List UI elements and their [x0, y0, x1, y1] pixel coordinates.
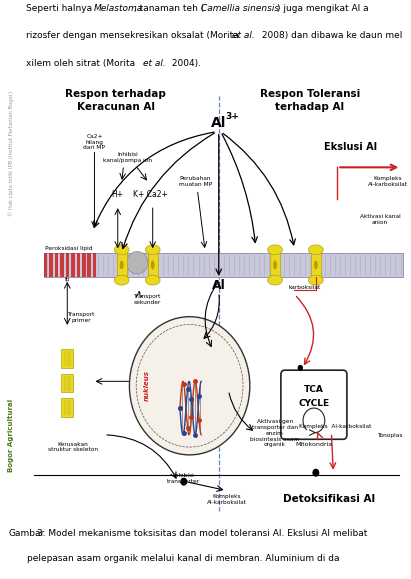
Text: ) juga mengikat Al a: ) juga mengikat Al a	[277, 4, 368, 13]
Bar	[44, 265, 47, 277]
Bar	[148, 250, 158, 280]
Text: rizosfer dengan mensekresikan oksalat (Morita: rizosfer dengan mensekresikan oksalat (M…	[26, 31, 242, 41]
Bar	[93, 265, 97, 277]
Text: pelepasan asam organik melalui kanal di membran. Aluminium di da: pelepasan asam organik melalui kanal di …	[27, 554, 339, 563]
Circle shape	[298, 365, 303, 371]
Bar	[82, 265, 85, 277]
Text: Respon terhadap
Keracunan Al: Respon terhadap Keracunan Al	[65, 89, 166, 112]
Bar	[44, 254, 403, 277]
Text: Al: Al	[212, 279, 226, 292]
Bar	[62, 374, 73, 393]
Text: Inhibisi
transporter: Inhibisi transporter	[167, 472, 200, 483]
Text: © Hak cipta milik IPB (Institut Pertanian Bogor): © Hak cipta milik IPB (Institut Pertania…	[9, 91, 14, 216]
Text: Transport
primer: Transport primer	[67, 312, 95, 323]
Text: TCA: TCA	[304, 385, 324, 394]
Bar	[66, 254, 69, 265]
Circle shape	[312, 469, 319, 477]
Text: Camellia sinensis: Camellia sinensis	[201, 4, 279, 13]
Text: , tanaman teh (: , tanaman teh (	[134, 4, 204, 13]
Text: H+: H+	[112, 190, 124, 199]
Ellipse shape	[114, 245, 129, 255]
Text: Kompleks  Al-karboksilat: Kompleks Al-karboksilat	[299, 424, 372, 429]
Ellipse shape	[129, 317, 250, 455]
Text: Ca2+
hilang
dari MP: Ca2+ hilang dari MP	[83, 134, 106, 151]
Text: Gambar: Gambar	[8, 529, 44, 538]
Bar	[76, 254, 80, 265]
Bar	[44, 254, 47, 265]
Bar	[62, 398, 73, 417]
FancyBboxPatch shape	[281, 370, 347, 439]
Text: nukleus: nukleus	[144, 371, 150, 401]
Bar	[71, 254, 75, 265]
Ellipse shape	[145, 275, 160, 285]
Bar	[311, 250, 321, 280]
Bar	[55, 265, 58, 277]
Ellipse shape	[309, 275, 323, 285]
Text: 3+: 3+	[225, 112, 239, 120]
Ellipse shape	[273, 261, 277, 269]
Text: 3. Model mekanisme toksisitas dan model toleransi Al. Ekslusi Al melibat: 3. Model mekanisme toksisitas dan model …	[34, 529, 367, 538]
Text: Ekslusi Al: Ekslusi Al	[324, 142, 377, 152]
Text: Kompleks
Al-karboksilat: Kompleks Al-karboksilat	[368, 176, 408, 187]
Text: Inhibisi
kanal/pompa ion: Inhibisi kanal/pompa ion	[103, 152, 152, 163]
Ellipse shape	[314, 261, 318, 269]
Bar	[49, 265, 53, 277]
Ellipse shape	[120, 261, 124, 269]
Bar	[55, 254, 58, 265]
Circle shape	[180, 478, 187, 486]
Bar	[60, 254, 64, 265]
Text: Kerusakan
struktur skeleton: Kerusakan struktur skeleton	[48, 442, 98, 452]
Text: et al.: et al.	[143, 60, 165, 68]
Text: Transport
sekunder: Transport sekunder	[133, 294, 161, 305]
Text: karboksilat: karboksilat	[289, 285, 321, 290]
Bar	[60, 265, 64, 277]
Ellipse shape	[114, 275, 129, 285]
Bar	[76, 265, 80, 277]
Ellipse shape	[309, 245, 323, 255]
Text: Aktivasi gen
transporter dan
enzim
biosintesis asam
organik: Aktivasi gen transporter dan enzim biosi…	[250, 419, 300, 448]
Text: 2008) dan dibawa ke daun mel: 2008) dan dibawa ke daun mel	[259, 31, 402, 41]
Text: et al.: et al.	[232, 31, 255, 41]
Bar	[82, 254, 85, 265]
Bar	[270, 250, 280, 280]
Text: Seperti halnya: Seperti halnya	[26, 4, 95, 13]
Text: Melastoma: Melastoma	[93, 4, 143, 13]
Bar	[88, 254, 91, 265]
Bar	[62, 349, 73, 368]
Ellipse shape	[151, 261, 155, 269]
Ellipse shape	[268, 245, 282, 255]
Text: Al: Al	[211, 116, 226, 130]
Bar	[66, 265, 69, 277]
Text: Respon Toleransi
terhadap Al: Respon Toleransi terhadap Al	[260, 89, 360, 112]
Text: Kompleks
Al-karboksilat: Kompleks Al-karboksilat	[206, 494, 247, 505]
Bar	[117, 250, 127, 280]
Text: Perubahan
muatan MP: Perubahan muatan MP	[179, 176, 212, 187]
Text: xilem oleh sitrat (Morita: xilem oleh sitrat (Morita	[26, 60, 139, 68]
Text: 2004).: 2004).	[169, 60, 201, 68]
Text: Bogor Agricultural: Bogor Agricultural	[8, 399, 14, 472]
Text: Mitokondria: Mitokondria	[296, 442, 332, 446]
Text: Peroksidasi lipid: Peroksidasi lipid	[45, 246, 92, 251]
Bar	[93, 254, 97, 265]
Bar	[49, 254, 53, 265]
Bar	[88, 265, 91, 277]
Ellipse shape	[127, 252, 148, 274]
Text: CYCLE: CYCLE	[298, 399, 330, 408]
Text: Aktivasi kanal
anion: Aktivasi kanal anion	[360, 214, 400, 225]
Ellipse shape	[145, 245, 160, 255]
Text: K+ Ca2+: K+ Ca2+	[133, 190, 168, 199]
Text: Detoksifikasi Al: Detoksifikasi Al	[283, 494, 376, 504]
Bar	[71, 265, 75, 277]
Text: Tonoplas: Tonoplas	[377, 433, 402, 438]
Text: fp: fp	[65, 277, 70, 283]
Ellipse shape	[268, 275, 282, 285]
